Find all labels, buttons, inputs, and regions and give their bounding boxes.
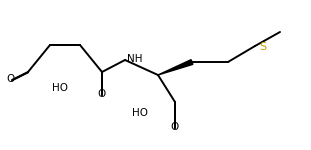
Polygon shape xyxy=(158,60,193,75)
Text: O: O xyxy=(7,74,15,84)
Text: HO: HO xyxy=(132,108,148,118)
Text: NH: NH xyxy=(127,54,142,64)
Text: O: O xyxy=(98,89,106,99)
Text: S: S xyxy=(259,42,266,52)
Text: HO: HO xyxy=(52,83,68,93)
Text: O: O xyxy=(171,122,179,132)
